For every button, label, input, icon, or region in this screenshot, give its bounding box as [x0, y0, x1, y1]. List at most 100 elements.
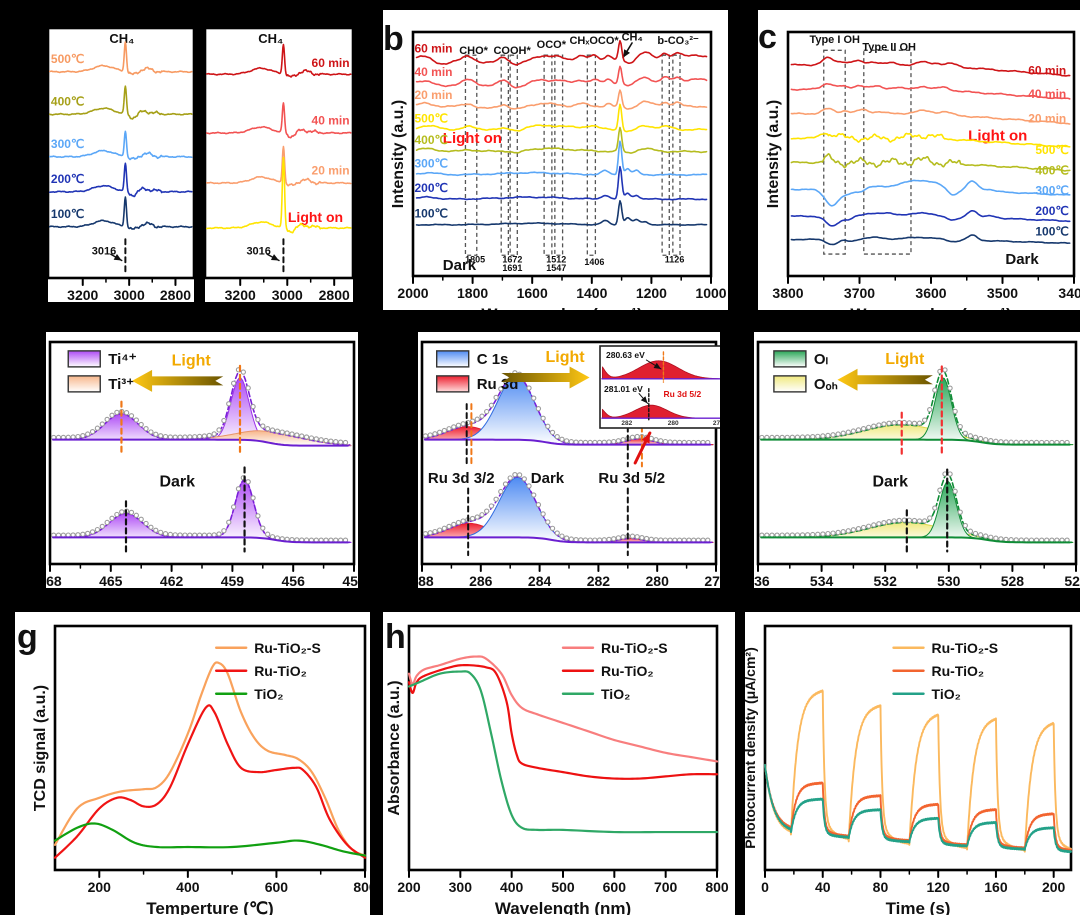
spectrum-curve-100℃ [48, 196, 193, 230]
highlight-box [509, 54, 518, 256]
curve-label: 300℃ [414, 156, 448, 170]
legend-label: Ru-TiO₂-S [254, 640, 321, 656]
curve-label: 200℃ [414, 181, 448, 195]
x-tick-label: 400 [500, 879, 524, 895]
inset-tick: 282 [621, 420, 632, 427]
x-tick-label: 500 [551, 879, 575, 895]
x-tick-label: 3700 [844, 285, 875, 301]
panel-f: 536 534 532 530 528 526 Dark Oₗ Oₒₕ Light [746, 332, 1080, 589]
legend-swatch-yellow [773, 375, 807, 393]
curve-label: 300℃ [51, 137, 85, 151]
spectrum-curve-200℃ [415, 165, 708, 201]
annotation: OCO* [537, 39, 567, 51]
panel-g: g TCD signal (a.u.) Temperture (℃) 200 400 60… [15, 612, 377, 915]
x-tick-label: 800 [353, 879, 370, 895]
panel-a1: 3200 3000 2800 CH₄ 3016 500℃ 400℃ 300℃ 200℃ 100℃ [46, 26, 196, 303]
highlight-box [500, 54, 510, 256]
inset-label: Ru 3d 5/2 [663, 389, 701, 399]
annotation: 3016 [246, 245, 270, 257]
x-tick-label: 278 [704, 573, 720, 588]
spectrum-curve-60-min [415, 39, 708, 66]
x-tick-label: 528 [1001, 573, 1025, 588]
annotation: Dark [159, 473, 195, 490]
x-tick-label: 3000 [114, 287, 145, 302]
spectrum-curve-300℃ [790, 179, 1071, 207]
y-axis-label: Intensity (a.u.) [765, 100, 782, 208]
curve-label: 200℃ [51, 172, 85, 186]
x-tick-label: 0 [761, 879, 769, 895]
x-tick-label: 282 [587, 573, 611, 588]
x-tick-label: 1600 [517, 285, 548, 301]
curve-label: 500℃ [1035, 143, 1069, 157]
panel-a2: 3200 3000 2800 CH₄ 3016 Light on 60 min 40 min 2… [203, 26, 355, 303]
x-tick-label: 160 [984, 879, 1008, 895]
panel-e: 288 286 284 282 280 278 Ru 3d 3/2 Dark Ru 3d 5/2… [410, 332, 728, 589]
legend-label: Ru-TiO₂ [601, 663, 654, 679]
light-label: Light [172, 352, 212, 369]
x-tick-label: 700 [654, 879, 678, 895]
x-tick-label: 200 [88, 879, 112, 895]
curve-label: 60 min [312, 56, 350, 70]
inset-value: 281.01 eV [604, 384, 643, 394]
x-axis-label: Time (s) [886, 899, 951, 915]
spectrum-curve-300℃ [48, 130, 193, 161]
series-curve-Ru-TiO₂ [53, 704, 367, 859]
x-tick-label: 3200 [225, 287, 256, 302]
inset-tick: 280 [668, 420, 679, 427]
x-tick-label: 800 [705, 879, 729, 895]
panel-letter-h: h [385, 618, 406, 656]
highlight-box [661, 54, 670, 256]
x-tick-label: 1800 [457, 285, 488, 301]
panel-letter-g: g [17, 618, 38, 656]
spectrum-curve-40-min [790, 82, 1071, 100]
x-tick-label: 459 [221, 573, 245, 588]
legend-label: Ru-TiO₂-S [601, 640, 668, 656]
x-tick-label: 200 [397, 879, 421, 895]
annotation: Dark [443, 257, 477, 274]
x-tick-label: 465 [99, 573, 123, 588]
annotation: 1672 [502, 255, 522, 265]
curve-label: 400℃ [1035, 164, 1069, 178]
panel-d: 468 465 462 459 456 453 Dark Ti⁴⁺ Ti³⁺ Light [38, 332, 366, 589]
panel-title: CH₄ [258, 31, 283, 46]
y-axis-label: Photocurrent density (μA/cm²) [745, 647, 758, 848]
x-tick-label: 280 [646, 573, 670, 588]
curve-label: 400℃ [51, 95, 85, 109]
x-tick-label: 2800 [319, 287, 350, 302]
panel-h: h Absorbance (a.u.) Wavelength (nm) 200 300 4… [383, 612, 735, 915]
x-tick-label: 200 [1042, 879, 1066, 895]
x-tick-label: 453 [342, 573, 358, 588]
x-tick-label: 400 [176, 879, 200, 895]
legend-swatch-purple [67, 350, 101, 368]
x-tick-label: 534 [810, 573, 834, 588]
x-tick-label: 40 [815, 879, 831, 895]
x-tick-label: 284 [528, 573, 552, 588]
annotation: 1406 [584, 257, 604, 267]
series-curve-TiO₂ [407, 670, 719, 834]
x-axis-label: Wavelength (nm) [495, 899, 631, 915]
x-tick-label: 530 [937, 573, 961, 588]
highlight-box [554, 54, 564, 256]
annotation: 1691 [502, 263, 522, 273]
spectrum-curve-300℃ [415, 140, 708, 177]
x-tick-label: 2000 [397, 285, 428, 301]
y-axis-label: TCD signal (a.u.) [32, 685, 49, 811]
plot-area [53, 624, 367, 872]
curve-label: 100℃ [414, 206, 448, 220]
annotation: 1805 [465, 255, 485, 265]
annotation: Dark [1005, 251, 1039, 268]
x-tick-label: 1000 [695, 285, 726, 301]
curve-label: 60 min [414, 42, 452, 56]
highlight-box [586, 54, 597, 256]
series-curve-TiO₂ [53, 822, 367, 857]
x-tick-label: 3500 [987, 285, 1018, 301]
x-axis-label: Wavenumber (cm⁻¹) [850, 305, 1011, 310]
annotation: 1512 [546, 255, 566, 265]
legend-label: C 1s [477, 351, 509, 368]
plot-area [407, 624, 719, 872]
curve-label: 40 min [414, 65, 452, 79]
spectrum-curve-400℃ [790, 152, 1071, 172]
annotation: Light on [288, 209, 343, 225]
spectrum-curve-400℃ [415, 126, 708, 154]
y-axis-label: Intensity (a.u.) [390, 100, 407, 208]
